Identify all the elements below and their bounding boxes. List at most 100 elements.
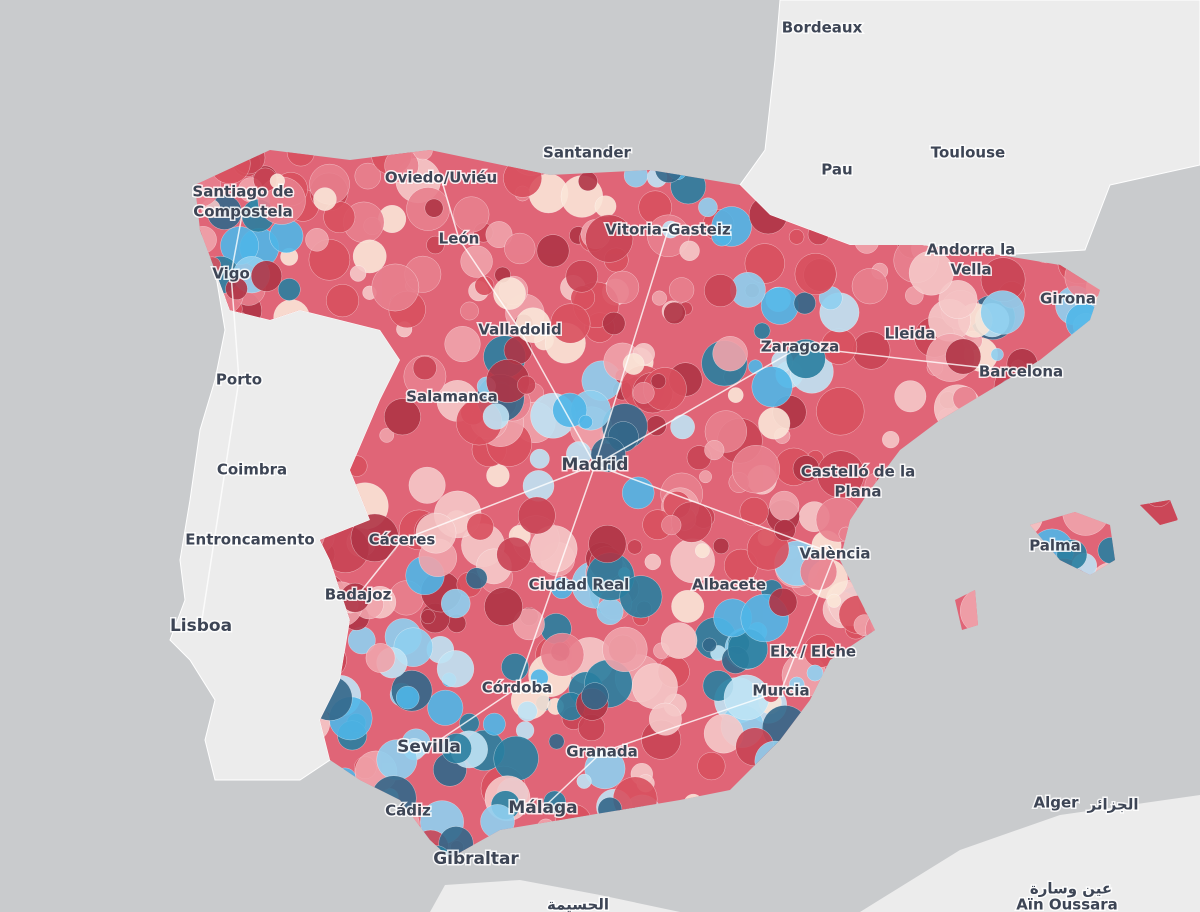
region [269, 173, 285, 189]
region [590, 437, 626, 473]
region [671, 590, 705, 623]
region [493, 735, 539, 782]
region [427, 689, 464, 726]
region [354, 162, 381, 190]
region [441, 588, 471, 619]
region [313, 187, 337, 211]
region [699, 470, 712, 484]
place-label: València [799, 545, 870, 563]
region [711, 225, 732, 247]
region [806, 664, 824, 682]
region [436, 650, 475, 688]
africa-land [860, 795, 1200, 912]
place-label: Málaga [508, 798, 577, 818]
region [938, 280, 978, 319]
region [602, 311, 626, 335]
region [792, 455, 820, 482]
place-label: Vigo [212, 265, 250, 283]
region [660, 622, 698, 659]
region [426, 235, 445, 255]
region [465, 567, 488, 590]
region [788, 229, 805, 245]
region [650, 373, 667, 389]
region [713, 537, 730, 555]
place-label: Bordeaux [782, 19, 863, 37]
place-label: Lleida [885, 325, 936, 343]
place-label: Elx / Elche [770, 643, 856, 661]
region [550, 576, 573, 599]
region [277, 278, 301, 301]
place-label: Cáceres [369, 531, 436, 549]
region [486, 464, 510, 488]
place-label: Entroncamento [185, 531, 314, 549]
labels: Bordeaux Santander Pau Toulouse Oviedo/Uviéu… [168, 17, 1140, 912]
place-label: Castelló de la [801, 463, 916, 481]
place-label: Albacete [692, 576, 766, 594]
region [578, 171, 598, 192]
region [594, 195, 617, 218]
region [543, 790, 566, 814]
region [530, 669, 549, 687]
region [851, 268, 888, 305]
region [789, 676, 805, 693]
region [669, 277, 695, 303]
place-label: الجزائر [1086, 796, 1138, 814]
region [522, 470, 555, 502]
region [704, 274, 737, 307]
region [619, 575, 663, 619]
region [695, 543, 710, 559]
place-label: Granada [566, 743, 638, 761]
region [739, 497, 769, 527]
place-label: Vella [950, 261, 991, 279]
road [594, 229, 669, 466]
region [349, 265, 367, 282]
place-label: Alger [1033, 794, 1079, 812]
region [768, 587, 798, 617]
region [758, 407, 791, 440]
region [816, 387, 865, 436]
region [548, 733, 565, 750]
region [622, 476, 655, 510]
region [774, 519, 796, 541]
region [371, 263, 420, 312]
region [504, 232, 536, 265]
region [632, 382, 655, 404]
place-label: Zaragoza [761, 338, 839, 356]
region [350, 513, 399, 562]
region [882, 431, 900, 449]
region [493, 277, 526, 310]
region [365, 643, 396, 673]
region [424, 198, 444, 218]
region [670, 414, 695, 440]
region [518, 496, 556, 535]
region [540, 632, 585, 677]
road [428, 464, 596, 748]
region [990, 348, 1004, 361]
region [396, 685, 420, 710]
place-label: Andorra la [927, 241, 1016, 259]
region [530, 525, 578, 573]
region [727, 387, 744, 403]
place-label: Sevilla [397, 737, 461, 757]
region [702, 637, 717, 653]
region [460, 301, 479, 321]
region [760, 286, 799, 325]
region [269, 219, 304, 254]
region [585, 214, 634, 263]
region [679, 240, 700, 261]
place-label: الحسيمة [547, 896, 609, 912]
roads [200, 177, 1022, 809]
region [731, 445, 780, 494]
place-label: Lisboa [170, 616, 232, 636]
region [565, 260, 598, 293]
place-label: Barcelona [979, 363, 1063, 381]
region [384, 398, 421, 436]
region [466, 513, 494, 541]
region [453, 196, 490, 233]
place-label: León [439, 230, 480, 248]
region [517, 701, 538, 722]
region [529, 448, 550, 469]
place-label: Badajoz [325, 586, 392, 604]
